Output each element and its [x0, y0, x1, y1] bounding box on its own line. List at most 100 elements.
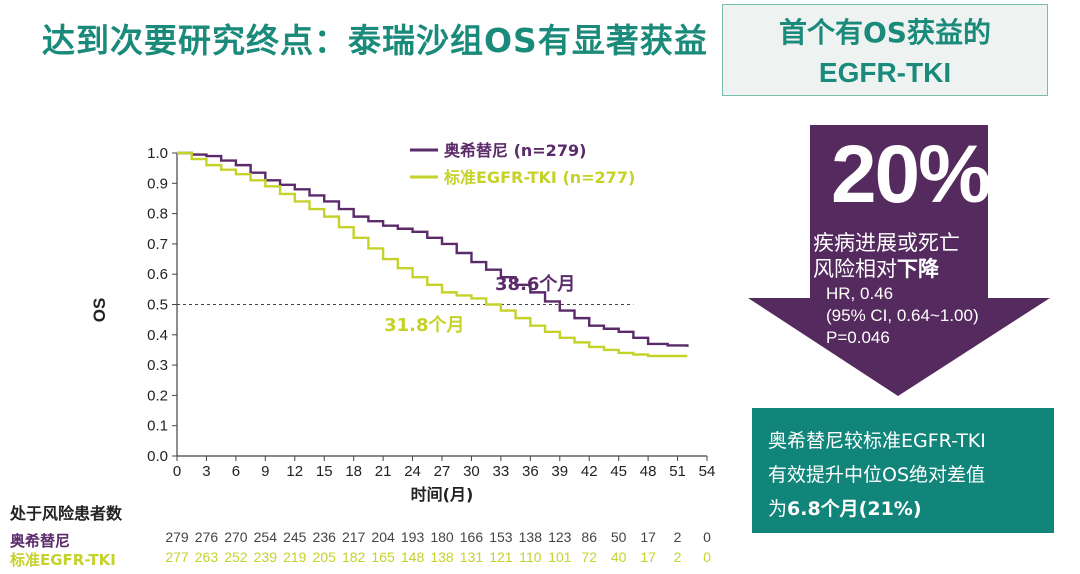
- risk-table-value: 236: [313, 529, 337, 545]
- risk-table-value: 148: [401, 549, 425, 565]
- legend-label: 奥希替尼 (n=279): [444, 141, 586, 160]
- y-tick-label: 0.6: [147, 266, 168, 283]
- risk-table-value: 138: [519, 529, 543, 545]
- y-tick-label: 0.9: [147, 175, 168, 192]
- x-tick-label: 27: [434, 463, 451, 480]
- headline-callout: 首个有OS获益的 EGFR-TKI: [722, 4, 1048, 96]
- x-tick-label: 54: [699, 463, 716, 480]
- hr-line2: (95% CI, 0.64~1.00): [826, 306, 979, 325]
- hr-line3: P=0.046: [826, 328, 890, 347]
- risk-table-value: 165: [371, 549, 395, 565]
- x-tick-label: 21: [375, 463, 392, 480]
- summary-line3-prefix: 为: [768, 498, 788, 520]
- x-tick-label: 3: [202, 463, 210, 480]
- risk-text-line2-bold: 下降: [897, 257, 939, 281]
- arrow-polygon: [748, 125, 1050, 396]
- risk-table-value: 110: [519, 549, 542, 565]
- risk-table-value: 252: [224, 549, 248, 565]
- risk-table-value: 0: [703, 529, 711, 545]
- median-label-osimertinib: 38.6个月: [495, 273, 575, 295]
- x-axis-title: 时间(月): [411, 485, 474, 504]
- risk-table-value: 180: [430, 529, 454, 545]
- risk-table-value: 17: [640, 529, 656, 545]
- risk-table-value: 193: [401, 529, 425, 545]
- risk-table-value: 166: [460, 529, 484, 545]
- y-axis-title: OS: [90, 298, 109, 323]
- x-tick-label: 0: [173, 463, 181, 480]
- x-tick-label: 45: [610, 463, 627, 480]
- x-tick-label: 36: [522, 463, 539, 480]
- risk-table-value: 17: [640, 549, 656, 565]
- y-tick-label: 0.7: [147, 236, 168, 253]
- x-tick-label: 33: [493, 463, 510, 480]
- risk-table-value: 276: [195, 529, 219, 545]
- risk-table-value: 138: [430, 549, 454, 565]
- survival-curve-osimertinib: [177, 151, 689, 347]
- legend-label: 标准EGFR-TKI (n=277): [443, 168, 635, 187]
- summary-line1: 奥希替尼较标准EGFR-TKI: [768, 430, 986, 452]
- risk-table-value: 219: [283, 549, 307, 565]
- y-tick-label: 0.1: [147, 418, 168, 435]
- survival-curve-standard: [177, 151, 688, 358]
- summary-line3-bold: 6.8个月(21%): [787, 498, 922, 520]
- x-tick-label: 42: [581, 463, 598, 480]
- summary-line2: 有效提升中位OS绝对差值: [768, 464, 986, 486]
- risk-table-value: 245: [283, 529, 307, 545]
- risk-table-value: 131: [460, 549, 484, 565]
- page-title: 达到次要研究终点：泰瑞沙组OS有显著获益: [42, 21, 708, 60]
- risk-table-value: 86: [581, 529, 597, 545]
- risk-table-value: 217: [342, 529, 366, 545]
- callout-line1: 首个有OS获益的: [779, 16, 991, 49]
- risk-text-line1: 疾病进展或死亡: [813, 231, 960, 255]
- risk-table-value: 279: [165, 529, 189, 545]
- down-arrow-shape: [748, 125, 1050, 396]
- x-tick-label: 18: [345, 463, 362, 480]
- y-tick-label: 0.8: [147, 206, 168, 223]
- risk-table-value: 263: [195, 549, 219, 565]
- risk-table-value: 123: [548, 529, 572, 545]
- y-tick-label: 0.4: [147, 327, 168, 344]
- y-tick-label: 0.3: [147, 357, 168, 374]
- risk-table-value: 101: [548, 549, 572, 565]
- risk-text-line2-prefix: 风险相对: [813, 257, 897, 281]
- risk-row-label-standard: 标准EGFR-TKI: [10, 551, 116, 569]
- hr-line1: HR, 0.46: [826, 284, 894, 303]
- risk-table-value: 205: [313, 549, 337, 565]
- risk-table-value: 72: [581, 549, 597, 565]
- summary-box: 奥希替尼较标准EGFR-TKI 有效提升中位OS绝对差值 为6.8个月(21%): [752, 408, 1054, 533]
- risk-table-value: 121: [489, 549, 513, 565]
- km-survival-chart: 0.00.10.20.30.40.50.60.70.80.91.00 3 6 9 12 1…: [90, 141, 716, 565]
- y-tick-label: 0.0: [147, 448, 168, 465]
- callout-line2: EGFR-TKI: [818, 57, 952, 88]
- x-tick-label: 51: [669, 463, 686, 480]
- risk-table-value: 204: [371, 529, 395, 545]
- hazard-ratio-text: HR, 0.46 (95% CI, 0.64~1.00) P=0.046: [826, 283, 979, 349]
- risk-table-value: 277: [165, 549, 189, 565]
- x-tick-label: 15: [316, 463, 333, 480]
- risk-table-header: 处于风险患者数: [10, 504, 123, 523]
- y-tick-label: 0.5: [147, 297, 168, 314]
- risk-table-value: 239: [254, 549, 278, 565]
- risk-reduction-percent: 20%: [830, 129, 991, 220]
- x-tick-label: 48: [640, 463, 657, 480]
- y-tick-label: 1.0: [147, 145, 168, 162]
- risk-table-value: 0: [703, 549, 711, 565]
- y-tick-label: 0.2: [147, 387, 168, 404]
- median-label-standard: 31.8个月: [384, 314, 464, 336]
- risk-table-value: 50: [611, 529, 627, 545]
- risk-table-value: 2: [674, 549, 682, 565]
- x-tick-label: 24: [404, 463, 421, 480]
- x-tick-label: 9: [261, 463, 269, 480]
- risk-row-label-osimertinib: 奥希替尼: [10, 532, 71, 550]
- summary-line3: 为6.8个月(21%): [768, 492, 1054, 526]
- risk-table-value: 254: [254, 529, 278, 545]
- x-tick-label: 39: [551, 463, 568, 480]
- x-tick-label: 12: [286, 463, 303, 480]
- risk-table-value: 182: [342, 549, 366, 565]
- risk-table-value: 153: [489, 529, 513, 545]
- risk-text-line2: 风险相对下降: [813, 253, 939, 283]
- x-tick-label: 6: [232, 463, 240, 480]
- risk-table-value: 270: [224, 529, 248, 545]
- x-tick-label: 30: [463, 463, 480, 480]
- risk-table-value: 40: [611, 549, 627, 565]
